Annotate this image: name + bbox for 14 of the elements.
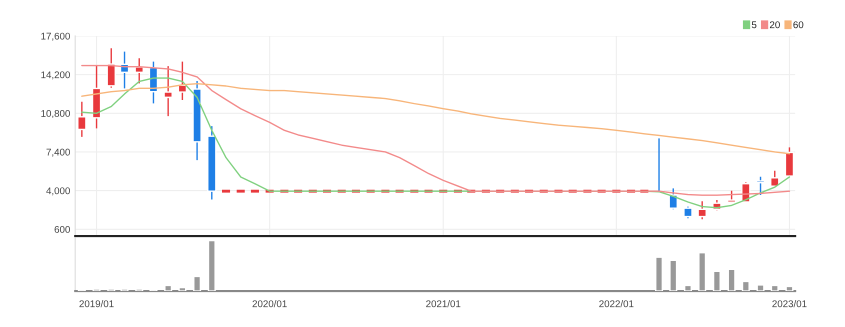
legend-label: 5 [752,21,756,28]
y-tick-label: 14,200 [41,71,70,80]
legend-label: 60 [793,21,804,28]
legend-label: 20 [770,21,780,28]
x-tick-label: 2019/01 [79,300,114,308]
x-tick-label: 2020/01 [252,300,287,308]
y-tick-label: 7,400 [46,148,70,157]
y-tick-label: 600 [54,226,70,233]
y-tick-label: 10,800 [41,110,70,118]
y-tick-label: 17,600 [41,32,70,41]
x-tick-label: 2023/01 [772,300,807,308]
y-tick-label: 4,000 [46,187,70,196]
x-tick-label: 2022/01 [599,300,634,308]
x-tick-label: 2021/01 [426,300,460,308]
